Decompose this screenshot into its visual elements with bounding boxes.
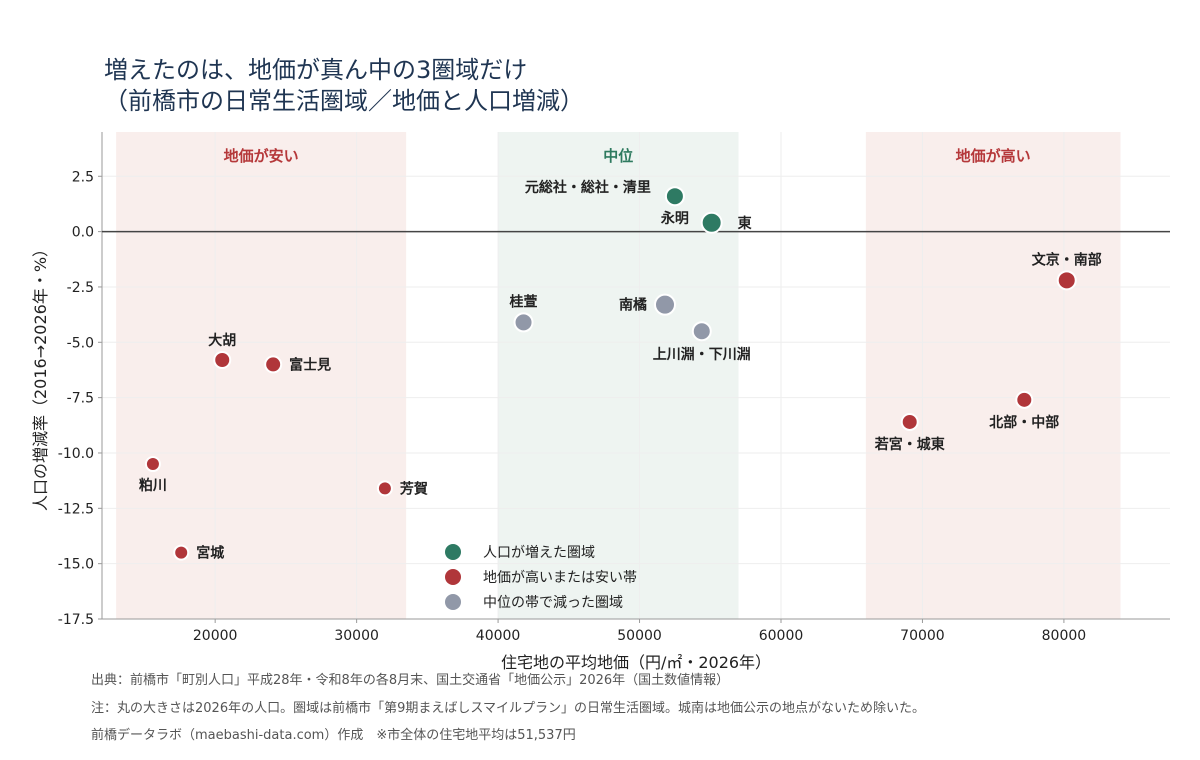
band-label-1: 中位 xyxy=(603,147,633,165)
x-tick-label-0: 20000 xyxy=(193,628,238,644)
chart-title: 増えたのは、地価が真ん中の3圏域だけ （前橋市の日常生活圏域／地価と人口増減） xyxy=(104,56,584,115)
point-11 xyxy=(144,456,161,473)
point-label-10: 若宮・城東 xyxy=(874,436,945,453)
y-tick-label-3: -5.0 xyxy=(67,335,94,351)
point-12 xyxy=(376,480,393,497)
data-points xyxy=(144,186,1077,561)
band-0 xyxy=(116,132,407,619)
y-tick-label-6: -12.5 xyxy=(58,501,94,517)
price-bands: 地価が安い 中位 地価が高い xyxy=(116,132,1121,619)
legend-label-0: 人口が増えた圏域 xyxy=(483,545,595,561)
y-tick-label-1: 0.0 xyxy=(72,225,94,241)
point-3 xyxy=(1056,270,1077,291)
y-tick-label-0: 2.5 xyxy=(72,169,94,185)
band-2 xyxy=(865,132,1121,619)
point-label-7: 大胡 xyxy=(208,332,236,349)
point-9 xyxy=(1015,390,1034,409)
source-note: 出典：前橋市「町別人口」平成28年・令和8年の各8月末、国土交通省「地価公示」2… xyxy=(91,672,729,688)
x-tick-label-1: 30000 xyxy=(334,628,379,644)
point-10 xyxy=(900,412,919,431)
point-label-3: 文京・南部 xyxy=(1032,251,1102,268)
y-tick-label-4: -7.5 xyxy=(67,391,94,407)
point-label-4: 桂萱 xyxy=(509,293,538,310)
y-tick-label-5: -10.0 xyxy=(58,446,94,462)
legend-marker-0 xyxy=(445,544,461,560)
point-label-9: 北部・中部 xyxy=(989,414,1059,431)
point-13 xyxy=(173,544,190,561)
x-tick-label-2: 40000 xyxy=(476,628,521,644)
point-label-13: 宮城 xyxy=(196,545,224,562)
y-tick-label-8: -17.5 xyxy=(58,612,94,628)
x-tick-label-3: 50000 xyxy=(617,628,662,644)
chart-title-line-2: （前橋市の日常生活圏域／地価と人口増減） xyxy=(104,87,584,115)
legend-marker-2 xyxy=(445,594,461,610)
point-label-2: 東 xyxy=(738,215,752,232)
x-axis-label: 住宅地の平均地価（円/㎡・2026年） xyxy=(501,653,771,672)
point-6 xyxy=(691,321,712,342)
point-2 xyxy=(700,211,723,234)
chart-title-line-1: 増えたのは、地価が真ん中の3圏域だけ xyxy=(104,56,527,84)
x-tick-label-5: 70000 xyxy=(900,628,945,644)
point-label-1: 永明 xyxy=(660,210,689,227)
x-tick-label-6: 80000 xyxy=(1042,628,1087,644)
point-label-8: 富士見 xyxy=(289,356,331,373)
y-tick-label-7: -15.0 xyxy=(58,557,94,573)
legend-marker-1 xyxy=(445,569,461,585)
point-5 xyxy=(653,293,676,316)
x-tick-label-4: 60000 xyxy=(759,628,804,644)
band-label-2: 地価が高い xyxy=(956,147,1031,165)
band-1 xyxy=(498,132,739,619)
point-7 xyxy=(213,351,232,370)
legend-label-1: 地価が高いまたは安い帯 xyxy=(483,569,637,586)
y-axis-label: 人口の増減率（2016→2026年・%） xyxy=(31,241,50,511)
point-1 xyxy=(664,186,685,207)
point-label-5: 南橘 xyxy=(619,297,647,314)
y-tick-label-2: -2.5 xyxy=(67,280,94,296)
point-8 xyxy=(264,355,283,374)
point-label-6: 上川淵・下川淵 xyxy=(653,346,751,363)
point-label-11: 粕川 xyxy=(139,477,167,494)
credit-note: 前橋データラボ（maebashi-data.com）作成 ※市全体の住宅地平均は… xyxy=(91,727,576,743)
band-label-0: 地価が安い xyxy=(224,147,299,165)
point-label-0: 元総社・総社・清里 xyxy=(525,179,651,196)
footnotes: 出典：前橋市「町別人口」平成28年・令和8年の各8月末、国土交通省「地価公示」2… xyxy=(91,672,925,743)
method-note: 注：丸の大きさは2026年の人口。圏域は前橋市「第9期まえばしスマイルプラン」の… xyxy=(91,700,925,716)
axes: 20000 30000 40000 50000 60000 70000 80000 2.5 0.… xyxy=(58,132,1170,644)
legend-label-2: 中位の帯で減った圏域 xyxy=(483,594,623,611)
point-4 xyxy=(513,312,534,333)
point-label-12: 芳賀 xyxy=(400,480,428,497)
